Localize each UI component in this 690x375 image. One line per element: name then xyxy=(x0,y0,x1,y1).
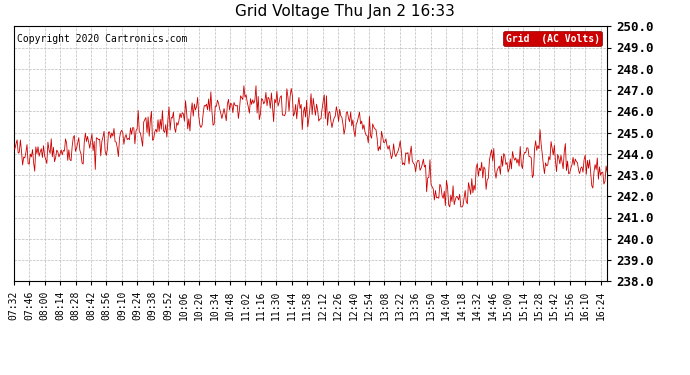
Text: Grid Voltage Thu Jan 2 16:33: Grid Voltage Thu Jan 2 16:33 xyxy=(235,4,455,19)
Text: Copyright 2020 Cartronics.com: Copyright 2020 Cartronics.com xyxy=(17,34,187,44)
Legend: Grid  (AC Volts): Grid (AC Volts) xyxy=(504,31,602,46)
